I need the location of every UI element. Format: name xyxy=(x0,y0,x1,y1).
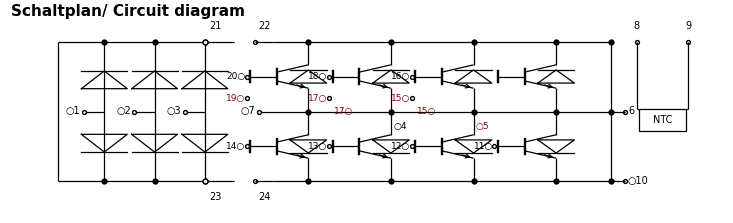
Text: 15○: 15○ xyxy=(391,94,410,103)
Text: 24: 24 xyxy=(259,192,271,202)
Text: 23: 23 xyxy=(209,192,221,202)
Text: ○5: ○5 xyxy=(476,122,490,131)
Text: 12○: 12○ xyxy=(391,142,410,151)
Text: NTC: NTC xyxy=(653,115,672,125)
Text: Schaltplan/ Circuit diagram: Schaltplan/ Circuit diagram xyxy=(11,4,245,19)
Text: ○3: ○3 xyxy=(166,107,181,116)
Text: 14○: 14○ xyxy=(226,142,245,151)
Bar xyxy=(639,109,686,131)
Text: 13○: 13○ xyxy=(309,142,328,151)
Text: 17○: 17○ xyxy=(309,94,328,103)
Text: 9: 9 xyxy=(685,21,691,31)
Text: 19○: 19○ xyxy=(226,94,245,103)
Text: 21: 21 xyxy=(209,21,221,31)
Text: 20○: 20○ xyxy=(226,72,245,81)
Text: 22: 22 xyxy=(259,21,271,31)
Text: ○2: ○2 xyxy=(116,107,131,116)
Text: 8: 8 xyxy=(633,21,640,31)
Text: ○7: ○7 xyxy=(240,107,255,116)
Text: 6: 6 xyxy=(628,107,634,116)
Text: ○1: ○1 xyxy=(66,107,81,116)
Text: 15○: 15○ xyxy=(417,107,436,116)
Text: 18○: 18○ xyxy=(309,72,328,81)
Text: ○10: ○10 xyxy=(628,176,649,186)
Text: 11○: 11○ xyxy=(474,142,493,151)
Text: ○4: ○4 xyxy=(393,122,407,131)
Text: 17○: 17○ xyxy=(334,107,353,116)
Text: 16○: 16○ xyxy=(391,72,410,81)
